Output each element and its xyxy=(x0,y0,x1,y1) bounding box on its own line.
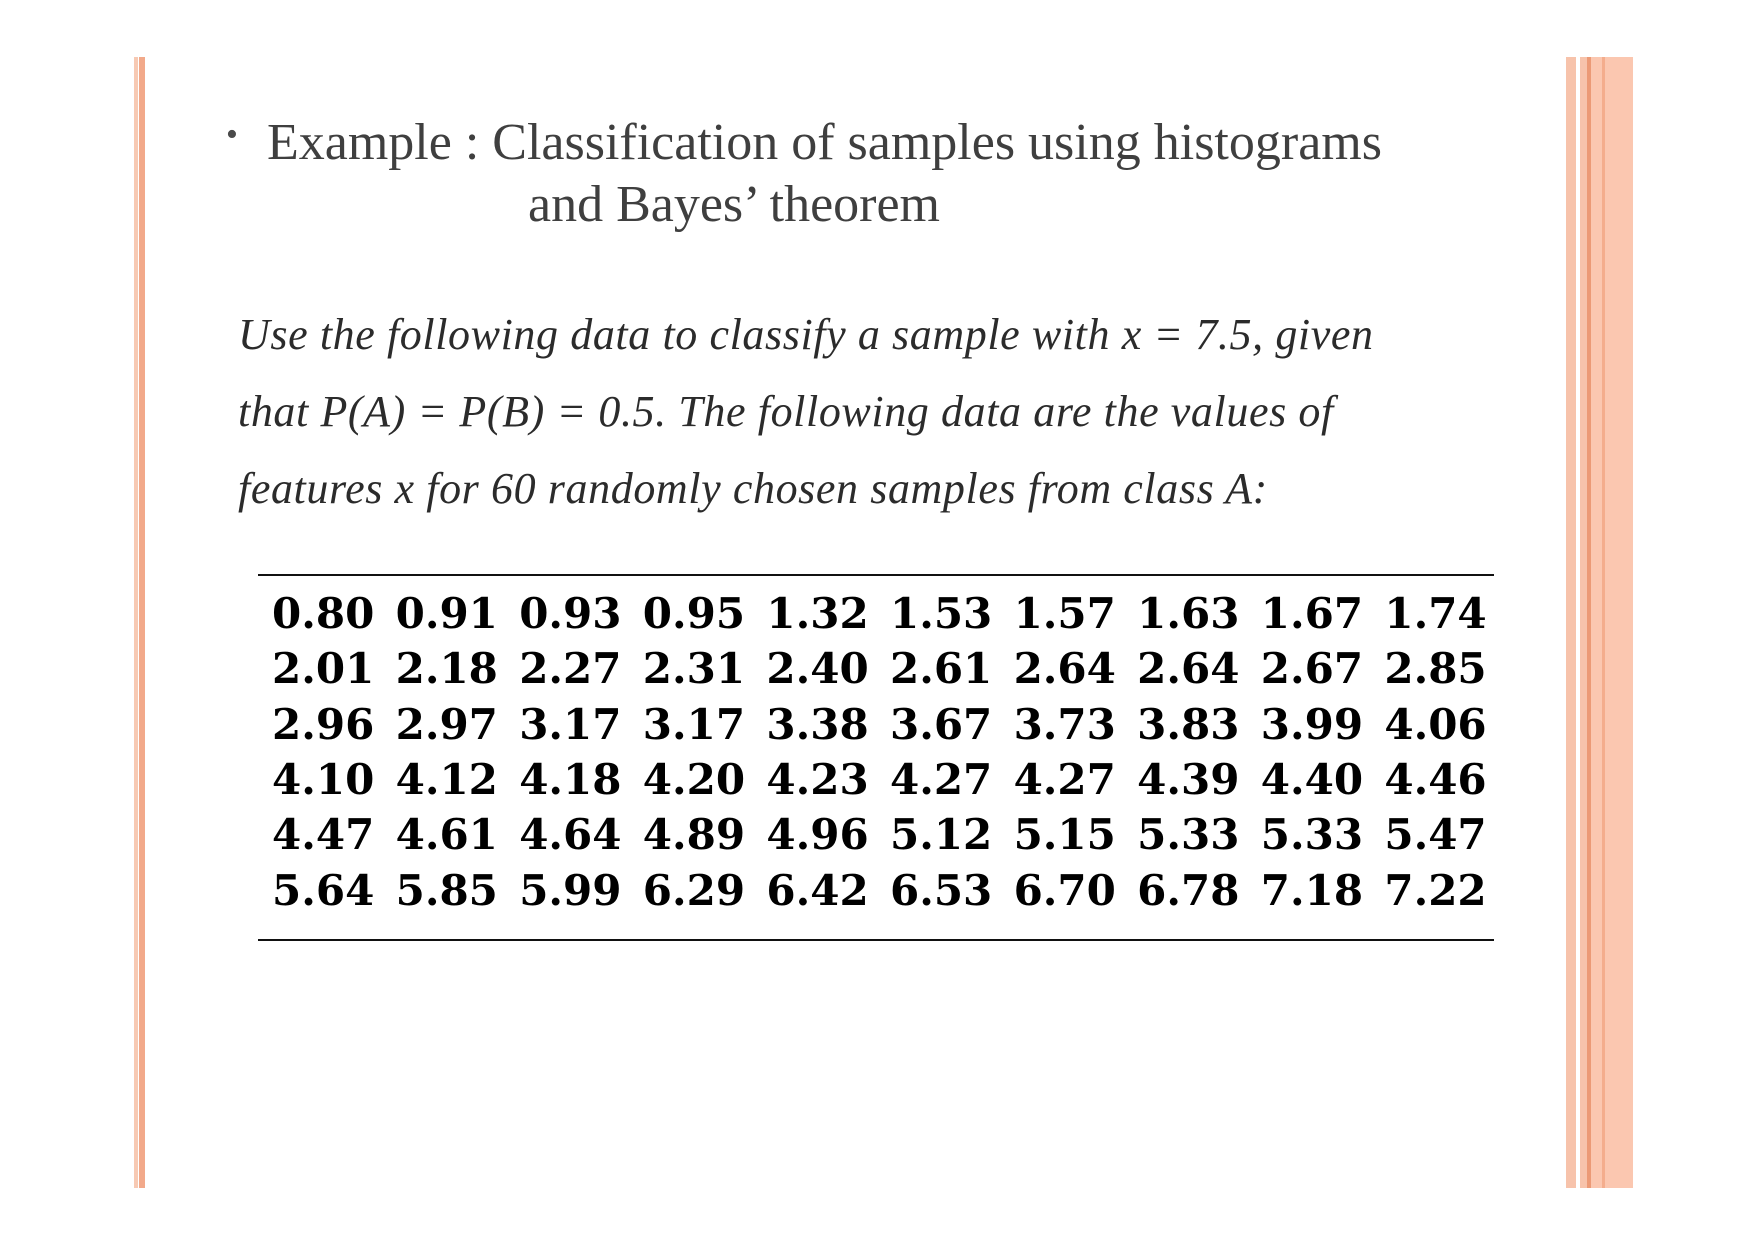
table-cell: 3.17 xyxy=(642,699,746,749)
table-cell: 5.33 xyxy=(1260,810,1364,860)
table-cell: 4.27 xyxy=(889,755,993,805)
table-cell: 4.64 xyxy=(519,810,622,860)
table-cell: 0.93 xyxy=(519,589,622,639)
table-cell: 1.32 xyxy=(766,589,869,639)
table-cell: 4.10 xyxy=(272,755,375,805)
table-cell: 1.67 xyxy=(1260,589,1364,639)
right-accent-band xyxy=(1591,57,1633,1188)
problem-line1: Use the following data to classify a sam… xyxy=(238,310,1374,359)
table-cell: 2.97 xyxy=(395,699,498,749)
table-cell: 5.33 xyxy=(1137,810,1240,860)
table-cell: 1.74 xyxy=(1384,589,1487,639)
right-accent-stripe-dark xyxy=(1587,57,1591,1188)
table-cell: 2.27 xyxy=(519,644,622,694)
table-cell: 2.40 xyxy=(766,644,869,694)
table-cell: 5.85 xyxy=(395,865,498,915)
table-cell: 2.85 xyxy=(1384,644,1487,694)
data-table: 0.80 0.91 0.93 0.95 1.32 1.53 1.57 1.63 1.67 1.74… xyxy=(272,586,1508,918)
table-cell: 5.99 xyxy=(519,865,622,915)
table-cell: 0.95 xyxy=(642,589,746,639)
table-cell: 1.53 xyxy=(889,589,993,639)
left-accent-stripe-dark xyxy=(139,57,145,1188)
table-cell: 7.22 xyxy=(1384,865,1487,915)
table-cell: 3.67 xyxy=(889,699,993,749)
table-cell: 2.61 xyxy=(889,644,993,694)
slide-title-line2: and Bayes’ theorem xyxy=(528,176,940,233)
table-cell: 5.47 xyxy=(1384,810,1487,860)
table-cell: 2.64 xyxy=(1137,644,1240,694)
table-cell: 4.06 xyxy=(1384,699,1487,749)
table-cell: 4.39 xyxy=(1137,755,1240,805)
table-cell: 6.78 xyxy=(1137,865,1240,915)
problem-line2: that P(A) = P(B) = 0.5. The following da… xyxy=(238,387,1334,436)
table-cell: 4.40 xyxy=(1260,755,1364,805)
right-accent-stripe xyxy=(1580,57,1587,1188)
table-cell: 4.12 xyxy=(395,755,498,805)
table-cell: 4.20 xyxy=(642,755,746,805)
table-cell: 5.12 xyxy=(889,810,993,860)
table-cell: 4.47 xyxy=(272,810,375,860)
table-cell: 4.27 xyxy=(1013,755,1116,805)
table-cell: 3.83 xyxy=(1137,699,1240,749)
bullet-icon: • xyxy=(226,116,238,153)
table-cell: 3.99 xyxy=(1260,699,1364,749)
table-cell: 5.64 xyxy=(272,865,375,915)
table-cell: 2.31 xyxy=(642,644,746,694)
table-cell: 0.91 xyxy=(395,589,498,639)
slide-title-line1: Example : Classification of samples usin… xyxy=(267,114,1382,171)
table-cell: 1.57 xyxy=(1013,589,1116,639)
table-cell: 0.80 xyxy=(272,589,375,639)
table-cell: 2.64 xyxy=(1013,644,1116,694)
table-row: 2.96 2.97 3.17 3.17 3.38 3.67 3.73 3.83 3.99 4.06 xyxy=(272,697,1508,752)
table-top-rule xyxy=(258,574,1494,576)
table-cell: 3.17 xyxy=(519,699,622,749)
right-accent-stripe-dark xyxy=(1602,57,1605,1188)
table-cell: 2.96 xyxy=(272,699,375,749)
table-cell: 6.42 xyxy=(766,865,869,915)
slide-title: Example : Classification of samples usin… xyxy=(267,112,1567,236)
table-cell: 4.23 xyxy=(766,755,869,805)
table-cell: 4.61 xyxy=(395,810,498,860)
table-cell: 4.96 xyxy=(766,810,869,860)
table-row: 5.64 5.85 5.99 6.29 6.42 6.53 6.70 6.78 7.18 7.22 xyxy=(272,862,1508,917)
table-cell: 6.70 xyxy=(1013,865,1116,915)
table-cell: 6.29 xyxy=(642,865,746,915)
table-cell: 3.38 xyxy=(766,699,869,749)
table-row: 4.10 4.12 4.18 4.20 4.23 4.27 4.27 4.39 4.40 4.46 xyxy=(272,752,1508,807)
table-row: 2.01 2.18 2.27 2.31 2.40 2.61 2.64 2.64 2.67 2.85 xyxy=(272,641,1508,696)
right-accent-stripe xyxy=(1566,57,1576,1188)
problem-statement: Use the following data to classify a sam… xyxy=(238,296,1568,527)
table-bottom-rule xyxy=(258,939,1494,941)
problem-line3: features x for 60 randomly chosen sample… xyxy=(238,464,1268,513)
table-cell: 2.01 xyxy=(272,644,375,694)
table-row: 4.47 4.61 4.64 4.89 4.96 5.12 5.15 5.33 5.33 5.47 xyxy=(272,807,1508,862)
table-cell: 4.89 xyxy=(642,810,746,860)
table-cell: 2.18 xyxy=(395,644,498,694)
table-cell: 2.67 xyxy=(1260,644,1364,694)
table-cell: 6.53 xyxy=(889,865,993,915)
table-cell: 4.18 xyxy=(519,755,622,805)
table-cell: 4.46 xyxy=(1384,755,1487,805)
table-cell: 1.63 xyxy=(1137,589,1240,639)
table-cell: 3.73 xyxy=(1013,699,1116,749)
table-row: 0.80 0.91 0.93 0.95 1.32 1.53 1.57 1.63 1.67 1.74 xyxy=(272,586,1508,641)
table-cell: 7.18 xyxy=(1260,865,1364,915)
table-cell: 5.15 xyxy=(1013,810,1116,860)
left-accent-stripe xyxy=(134,57,138,1188)
